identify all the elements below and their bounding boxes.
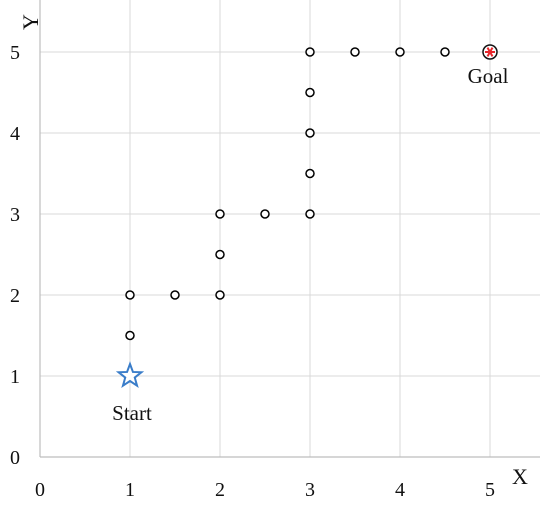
- y-tick-label: 5: [10, 42, 20, 64]
- x-tick-label: 5: [485, 479, 495, 501]
- path-point: [215, 209, 225, 219]
- path-point: [350, 47, 360, 57]
- x-tick-label: 1: [125, 479, 135, 501]
- goal-label: Goal: [468, 64, 509, 88]
- start-marker-group: Start: [112, 361, 152, 425]
- y-tick-label: 3: [10, 204, 20, 226]
- y-tick-label: 1: [10, 366, 20, 388]
- tick-labels: 0 1 2 3 4 5 0 1 2 3 4 5: [10, 42, 495, 501]
- path-point: [305, 128, 315, 138]
- path-point: [305, 87, 315, 98]
- path-point: [125, 290, 135, 300]
- start-star-icon: [115, 361, 145, 389]
- path-points: [125, 47, 450, 341]
- path-point: [305, 209, 315, 219]
- path-point: [170, 290, 180, 300]
- x-tick-label: 3: [305, 479, 315, 501]
- path-point: [395, 47, 405, 57]
- path-point: [215, 290, 225, 300]
- axes: [39, 0, 540, 458]
- y-tick-label: 2: [10, 285, 20, 307]
- x-axis-label: X: [512, 464, 528, 489]
- x-tick-label: 2: [215, 479, 225, 501]
- path-point: [125, 330, 135, 341]
- y-axis-label: Y: [18, 14, 43, 30]
- path-point: [260, 209, 270, 219]
- path-point: [305, 168, 315, 179]
- goal-asterisk-icon: [485, 47, 495, 57]
- y-tick-label: 4: [10, 123, 20, 145]
- grid: [40, 0, 540, 457]
- path-point: [305, 47, 315, 57]
- y-tick-label: 0: [10, 447, 20, 469]
- start-label: Start: [112, 401, 152, 425]
- path-point: [215, 249, 225, 260]
- path-point: [440, 47, 450, 57]
- goal-asterisk-stroke: [486, 47, 494, 57]
- x-tick-label: 0: [35, 479, 45, 501]
- goal-marker-group: Goal: [468, 44, 509, 88]
- x-tick-label: 4: [395, 479, 405, 501]
